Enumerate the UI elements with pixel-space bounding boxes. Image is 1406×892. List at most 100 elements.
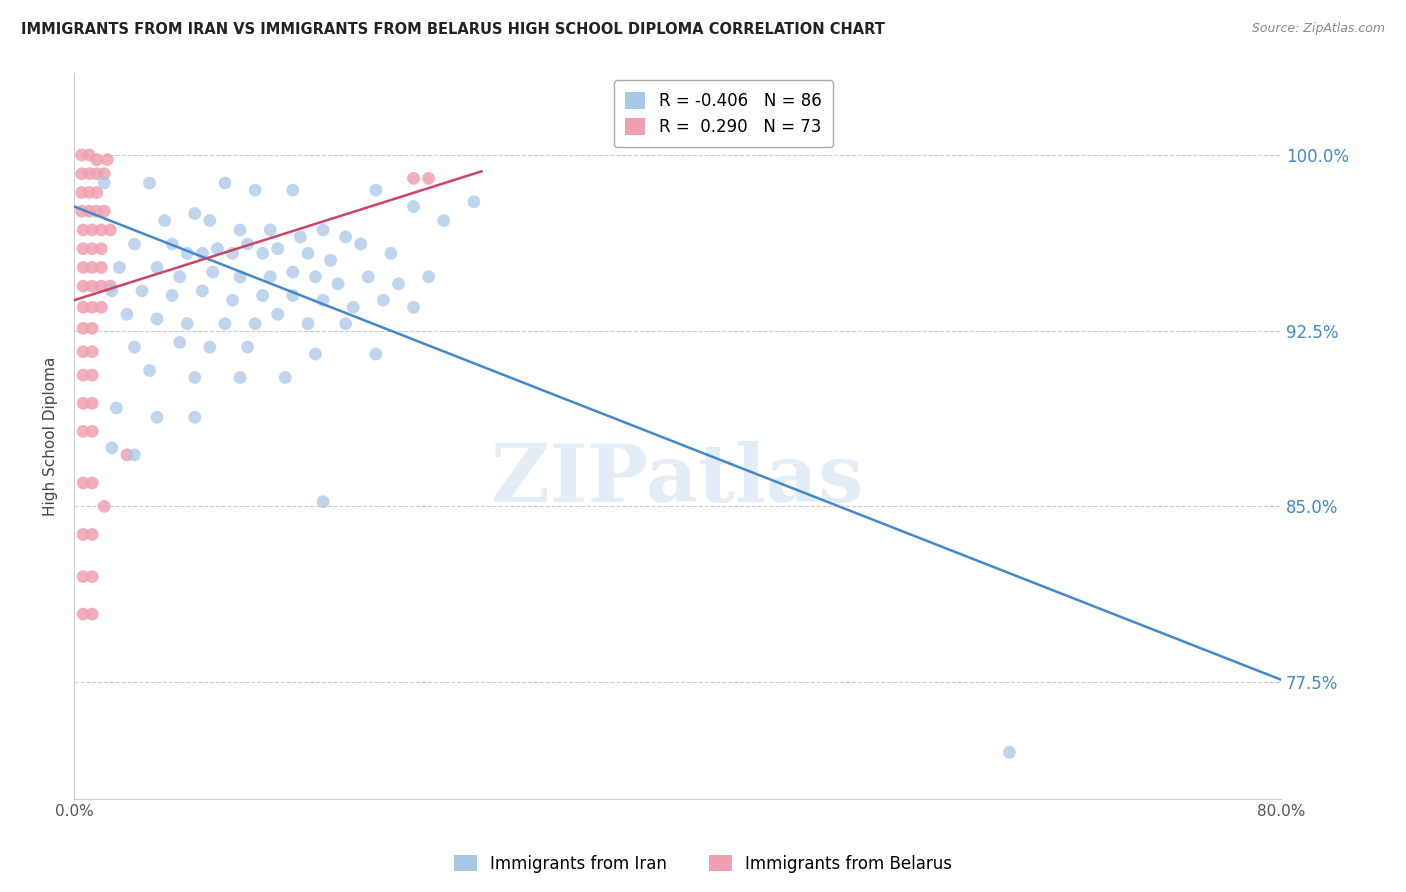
Point [198, 340, 221, 354]
Point [93, 204, 115, 219]
Point [998, 745, 1021, 759]
Point [108, 260, 131, 275]
Point [82, 279, 104, 293]
Point [138, 176, 160, 190]
Point [82, 607, 104, 621]
Point [243, 183, 266, 197]
Point [101, 284, 124, 298]
Point [312, 494, 335, 508]
Point [463, 194, 485, 209]
Point [82, 527, 104, 541]
Point [70, 148, 93, 162]
Point [418, 269, 440, 284]
Point [72, 223, 94, 237]
Point [153, 213, 176, 227]
Point [93, 176, 115, 190]
Point [93, 167, 115, 181]
Point [70, 204, 93, 219]
Point [82, 368, 104, 383]
Point [169, 269, 191, 284]
Point [124, 237, 146, 252]
Point [77, 186, 100, 200]
Point [191, 246, 214, 260]
Point [82, 396, 104, 410]
Point [82, 425, 104, 439]
Point [290, 230, 312, 244]
Point [146, 312, 169, 326]
Point [72, 475, 94, 490]
Point [319, 253, 342, 268]
Point [82, 344, 104, 359]
Point [364, 347, 387, 361]
Point [304, 347, 326, 361]
Text: IMMIGRANTS FROM IRAN VS IMMIGRANTS FROM BELARUS HIGH SCHOOL DIPLOMA CORRELATION : IMMIGRANTS FROM IRAN VS IMMIGRANTS FROM … [21, 22, 884, 37]
Point [176, 317, 198, 331]
Point [72, 527, 94, 541]
Point [90, 260, 112, 275]
Point [236, 237, 259, 252]
Point [115, 448, 138, 462]
Point [86, 153, 108, 167]
Point [259, 223, 281, 237]
Point [72, 260, 94, 275]
Point [72, 569, 94, 583]
Point [191, 284, 214, 298]
Point [72, 321, 94, 335]
Point [312, 293, 335, 308]
Point [90, 223, 112, 237]
Point [82, 300, 104, 314]
Point [297, 246, 319, 260]
Point [281, 183, 304, 197]
Point [214, 317, 236, 331]
Legend: R = -0.406   N = 86, R =  0.290   N = 73: R = -0.406 N = 86, R = 0.290 N = 73 [613, 80, 834, 147]
Point [402, 200, 425, 214]
Point [229, 269, 252, 284]
Point [98, 279, 121, 293]
Point [72, 425, 94, 439]
Point [243, 317, 266, 331]
Point [357, 269, 380, 284]
Point [82, 321, 104, 335]
Point [90, 279, 112, 293]
Point [229, 223, 252, 237]
Point [267, 242, 290, 256]
Point [281, 288, 304, 302]
Point [82, 475, 104, 490]
Point [160, 237, 183, 252]
Point [373, 293, 395, 308]
Point [335, 317, 357, 331]
Point [98, 223, 121, 237]
Point [82, 242, 104, 256]
Point [184, 370, 207, 384]
Point [402, 171, 425, 186]
Point [96, 153, 118, 167]
Point [402, 300, 425, 314]
Point [82, 260, 104, 275]
Point [90, 300, 112, 314]
Point [342, 300, 364, 314]
Point [229, 370, 252, 384]
Legend: Immigrants from Iran, Immigrants from Belarus: Immigrants from Iran, Immigrants from Be… [447, 848, 959, 880]
Point [297, 317, 319, 331]
Point [312, 223, 335, 237]
Point [433, 213, 456, 227]
Point [214, 176, 236, 190]
Point [252, 288, 274, 302]
Point [82, 569, 104, 583]
Point [326, 277, 349, 291]
Point [221, 293, 243, 308]
Point [124, 340, 146, 354]
Point [86, 186, 108, 200]
Point [72, 396, 94, 410]
Point [72, 368, 94, 383]
Point [160, 288, 183, 302]
Point [146, 260, 169, 275]
Point [387, 277, 409, 291]
Point [201, 265, 224, 279]
Point [184, 206, 207, 220]
Point [77, 148, 100, 162]
Point [176, 246, 198, 260]
Point [281, 265, 304, 279]
Point [259, 269, 281, 284]
Point [72, 607, 94, 621]
